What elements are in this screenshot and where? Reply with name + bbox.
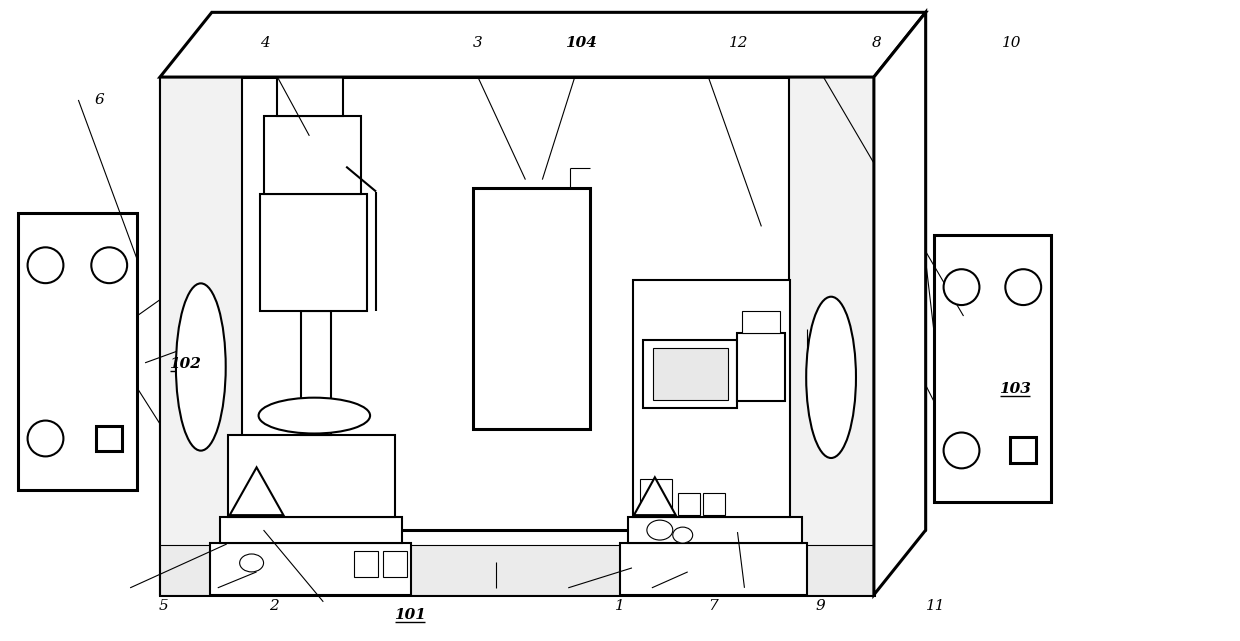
Bar: [383, 551, 407, 577]
Bar: [259, 194, 367, 311]
Bar: [97, 426, 123, 451]
Bar: [632, 280, 790, 517]
Text: 101: 101: [394, 608, 427, 622]
Bar: [627, 517, 802, 543]
Text: 102: 102: [170, 357, 201, 371]
Text: 103: 103: [999, 383, 1030, 396]
Bar: [642, 340, 738, 408]
Bar: [620, 543, 807, 595]
Ellipse shape: [239, 554, 264, 572]
Bar: [219, 517, 402, 543]
Ellipse shape: [92, 247, 128, 283]
Ellipse shape: [647, 520, 673, 540]
Bar: [160, 77, 874, 595]
Bar: [210, 543, 410, 595]
Polygon shape: [874, 12, 926, 595]
Bar: [301, 311, 331, 435]
Bar: [278, 76, 343, 116]
Ellipse shape: [1006, 269, 1042, 305]
Polygon shape: [160, 12, 926, 77]
Bar: [17, 213, 138, 490]
Text: 12: 12: [729, 36, 748, 50]
Ellipse shape: [944, 269, 980, 305]
Text: 1: 1: [615, 599, 625, 613]
Bar: [228, 435, 396, 517]
Text: 9: 9: [815, 599, 825, 613]
Bar: [743, 311, 780, 333]
Ellipse shape: [27, 247, 63, 283]
Text: 104: 104: [564, 36, 596, 50]
Text: 2: 2: [269, 599, 279, 613]
Bar: [738, 333, 785, 401]
Ellipse shape: [673, 527, 693, 543]
Bar: [790, 77, 874, 595]
Text: 11: 11: [926, 599, 946, 613]
Ellipse shape: [944, 433, 980, 469]
Ellipse shape: [806, 297, 856, 458]
Bar: [703, 493, 724, 515]
Bar: [160, 77, 242, 595]
Text: 10: 10: [1002, 36, 1021, 50]
Bar: [355, 551, 378, 577]
Text: 8: 8: [872, 36, 882, 50]
Bar: [264, 116, 361, 194]
Text: 6: 6: [94, 94, 104, 107]
Text: 3: 3: [474, 36, 482, 50]
Text: 5: 5: [159, 599, 169, 613]
Polygon shape: [634, 478, 676, 515]
Bar: [652, 348, 728, 399]
Text: 4: 4: [259, 36, 269, 50]
Bar: [640, 479, 672, 515]
Ellipse shape: [259, 397, 370, 433]
Polygon shape: [229, 467, 284, 515]
Text: 7: 7: [708, 599, 718, 613]
Ellipse shape: [27, 420, 63, 456]
Bar: [934, 235, 1052, 502]
Bar: [472, 188, 590, 429]
Ellipse shape: [176, 283, 226, 451]
Bar: [678, 493, 699, 515]
Bar: [160, 545, 874, 595]
Bar: [1011, 438, 1037, 463]
